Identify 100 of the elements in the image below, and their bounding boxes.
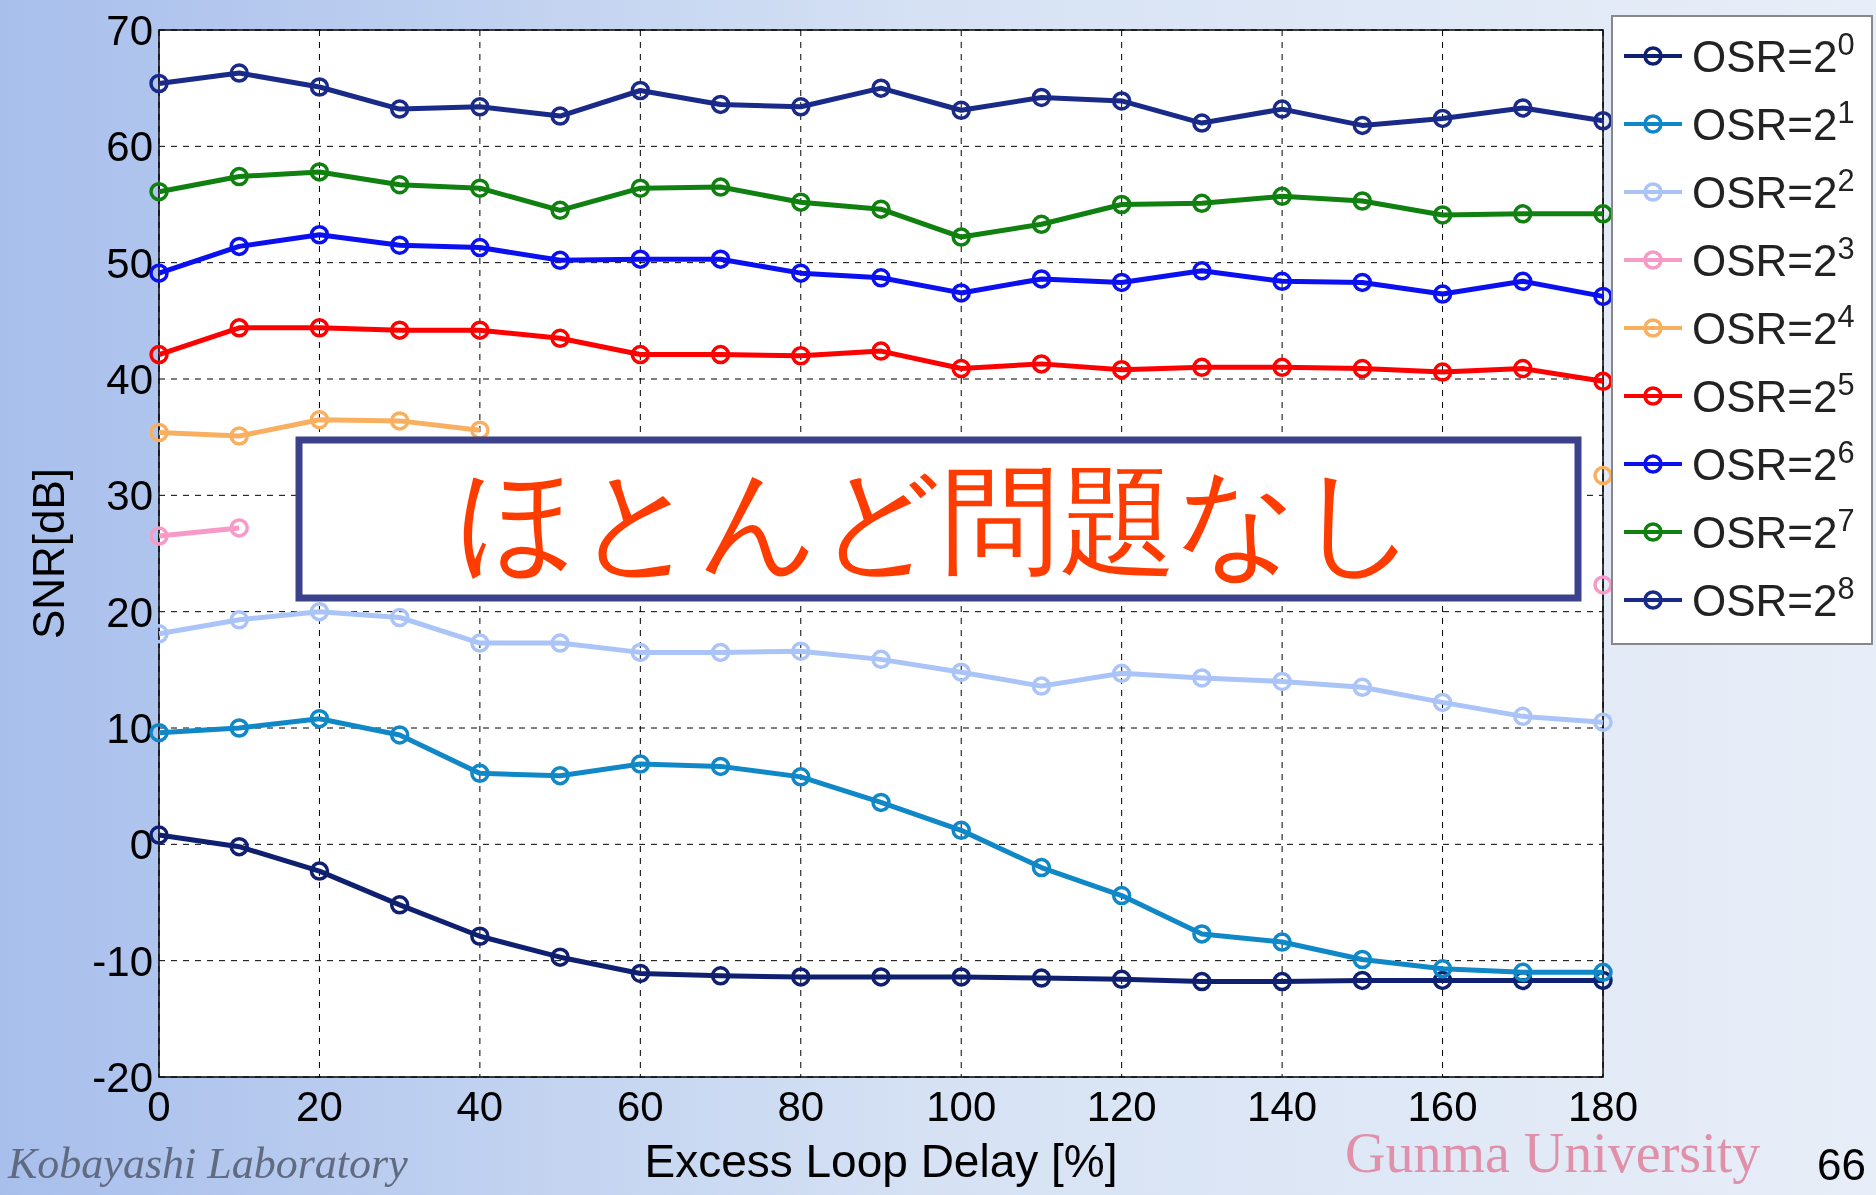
point — [1432, 108, 1453, 129]
point — [1593, 371, 1613, 392]
point — [149, 181, 169, 202]
point — [389, 174, 410, 195]
point — [389, 235, 410, 255]
point — [1593, 204, 1613, 224]
point — [710, 344, 731, 365]
y-tick-label: 0 — [129, 821, 153, 869]
point — [1272, 971, 1292, 992]
point — [1111, 885, 1132, 906]
point — [871, 268, 891, 288]
point — [1593, 712, 1613, 732]
point — [1272, 932, 1292, 952]
point — [229, 318, 249, 338]
point — [1031, 87, 1052, 108]
point — [550, 765, 570, 786]
y-tick-label: 60 — [106, 123, 153, 171]
point — [1192, 971, 1212, 992]
point — [389, 99, 410, 119]
point — [1432, 284, 1453, 304]
point — [1031, 857, 1052, 878]
point — [1513, 204, 1533, 224]
point — [389, 320, 410, 340]
point — [1111, 91, 1132, 111]
point — [550, 633, 570, 653]
point — [710, 756, 731, 777]
legend-label: OSR=2$^{4}$ — [1692, 298, 1855, 353]
y-tick-label: 30 — [106, 472, 153, 520]
x-tick-label: 60 — [616, 1083, 664, 1130]
point — [1513, 962, 1533, 983]
point — [1432, 362, 1453, 382]
legend-label: OSR=2$^{8}$ — [1692, 570, 1855, 625]
point — [791, 641, 811, 661]
x-tick-label: 140 — [1247, 1083, 1318, 1130]
point — [791, 967, 811, 987]
point — [630, 754, 651, 774]
point — [550, 200, 570, 221]
point — [871, 649, 891, 670]
legend-label: OSR=2$^{7}$ — [1692, 502, 1855, 557]
point — [1352, 272, 1373, 293]
point — [1272, 99, 1292, 119]
point — [630, 963, 651, 984]
point — [630, 249, 651, 269]
legend-label: OSR=2$^{6}$ — [1692, 434, 1855, 489]
x-tick-label: 20 — [296, 1083, 343, 1130]
legend-label: OSR=2$^{1}$ — [1692, 94, 1855, 149]
point — [149, 526, 169, 546]
point — [1513, 706, 1533, 727]
point — [871, 78, 891, 98]
point — [1352, 115, 1373, 136]
point — [951, 820, 971, 841]
point — [1513, 98, 1533, 118]
point — [309, 77, 330, 97]
point — [470, 926, 490, 946]
point — [1272, 271, 1292, 292]
y-tick-label: 20 — [106, 588, 153, 636]
x-axis-title: Excess Loop Delay [%] — [644, 1135, 1118, 1187]
point — [951, 358, 971, 379]
point — [389, 895, 410, 915]
point — [389, 725, 410, 745]
point — [951, 662, 971, 682]
x-tick-label: 80 — [777, 1083, 825, 1130]
point — [1432, 959, 1453, 979]
point — [710, 249, 731, 269]
y-tick-label: -10 — [92, 937, 153, 985]
point — [1272, 186, 1292, 207]
point — [149, 73, 169, 94]
point — [550, 947, 570, 967]
point — [1593, 286, 1613, 307]
point — [309, 409, 330, 430]
point — [1272, 671, 1292, 692]
point — [1432, 692, 1453, 713]
point — [951, 227, 971, 247]
point — [229, 236, 249, 257]
point — [1352, 677, 1373, 698]
text: 66 — [1817, 1140, 1866, 1189]
point — [1352, 191, 1373, 211]
point — [550, 328, 570, 349]
point — [710, 642, 731, 663]
point — [630, 80, 651, 101]
y-tick-label: 70 — [106, 7, 153, 54]
point — [951, 967, 971, 987]
point — [470, 763, 490, 784]
y-axis-title: SNR[dB] — [24, 467, 73, 640]
point — [791, 345, 811, 366]
point — [309, 601, 330, 622]
point — [630, 178, 651, 198]
point — [149, 344, 169, 365]
point — [1352, 970, 1373, 991]
point — [630, 642, 651, 663]
point — [1031, 354, 1052, 374]
point — [1031, 968, 1052, 988]
point — [470, 320, 490, 340]
y-tick-label: 40 — [106, 356, 153, 403]
point — [951, 100, 971, 121]
point — [309, 162, 330, 182]
point — [229, 836, 249, 857]
point — [1192, 193, 1212, 214]
x-tick-label: 100 — [926, 1083, 997, 1130]
point — [871, 792, 891, 813]
